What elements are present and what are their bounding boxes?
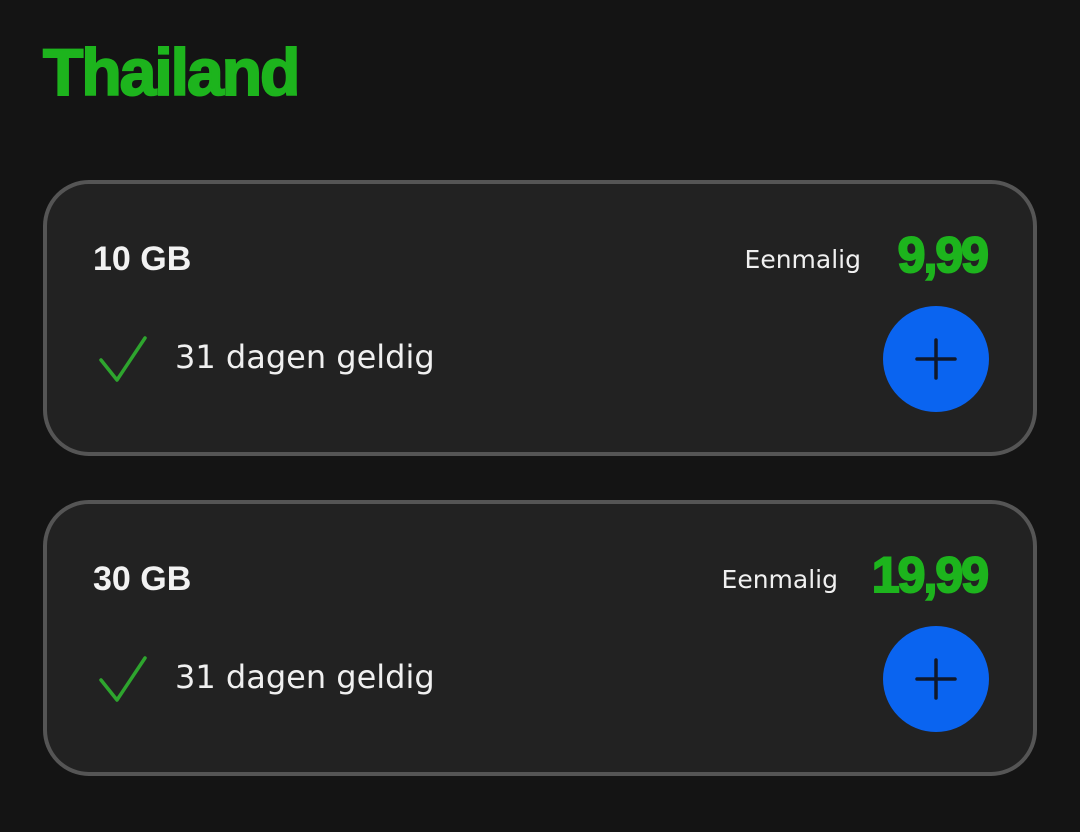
- bundle-card-30gb[interactable]: 30 GB Eenmalig 19,99 31 dagen geldig: [43, 500, 1037, 776]
- page-title: Thailand: [42, 34, 301, 110]
- plus-icon: [915, 658, 957, 700]
- validity-text: 31 dagen geldig: [175, 658, 435, 696]
- bundle-price: 9,99: [897, 226, 990, 284]
- add-bundle-button[interactable]: [883, 306, 989, 412]
- bundle-data-amount: 10 GB: [93, 240, 192, 278]
- billing-type: Eenmalig: [744, 245, 861, 274]
- bundle-data-amount: 30 GB: [93, 560, 192, 598]
- add-bundle-button[interactable]: [883, 626, 989, 732]
- billing-type: Eenmalig: [721, 565, 838, 594]
- check-icon: [99, 656, 147, 702]
- bundle-card-10gb[interactable]: 10 GB Eenmalig 9,99 31 dagen geldig: [43, 180, 1037, 456]
- plus-icon: [915, 338, 957, 380]
- bundle-price: 19,99: [871, 546, 990, 604]
- check-icon: [99, 336, 147, 382]
- validity-text: 31 dagen geldig: [175, 338, 435, 376]
